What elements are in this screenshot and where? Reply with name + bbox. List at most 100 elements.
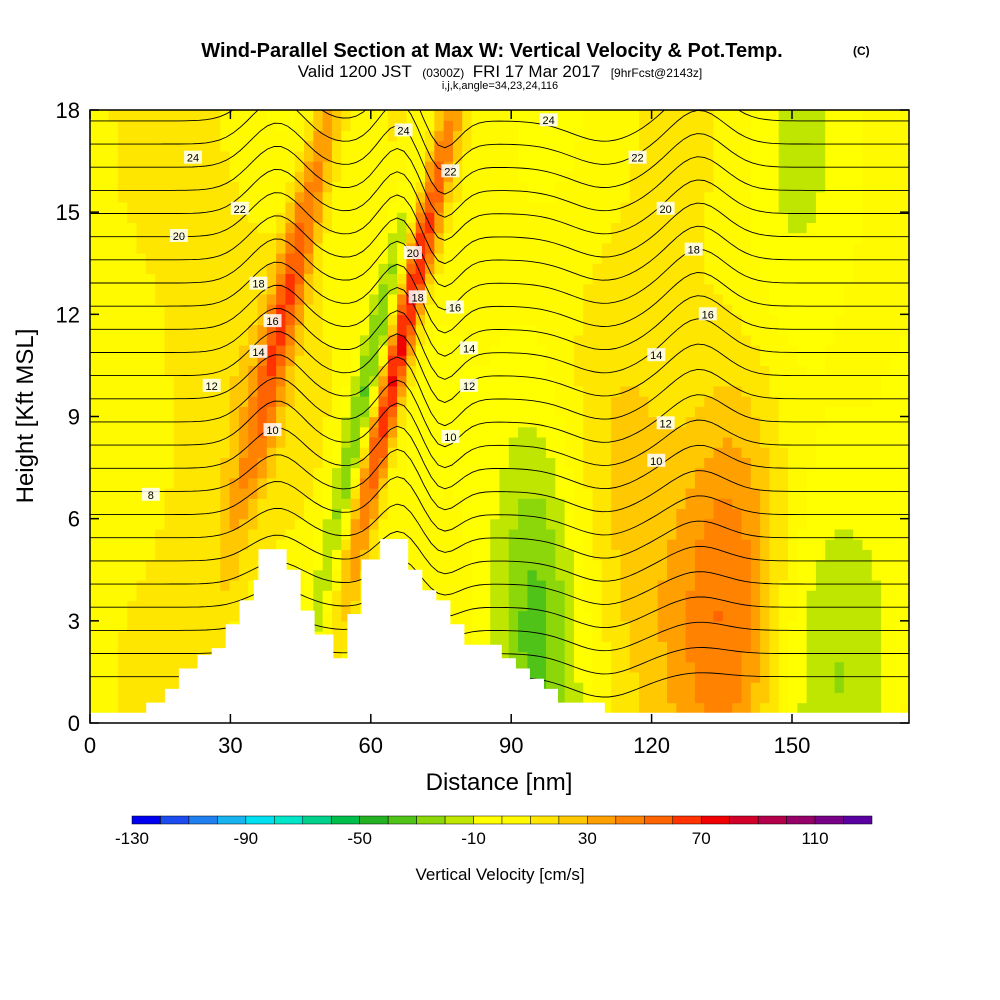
velocity-cell bbox=[555, 334, 566, 346]
velocity-cell bbox=[257, 477, 268, 489]
velocity-cell bbox=[834, 671, 845, 683]
velocity-cell bbox=[722, 365, 733, 377]
velocity-cell bbox=[257, 140, 268, 152]
velocity-cell bbox=[331, 579, 342, 591]
velocity-cell bbox=[155, 641, 166, 653]
velocity-cell bbox=[797, 426, 808, 438]
velocity-cell bbox=[620, 488, 631, 499]
velocity-cell bbox=[546, 620, 556, 632]
velocity-cell bbox=[676, 273, 687, 285]
velocity-cell bbox=[704, 355, 715, 367]
velocity-cell bbox=[713, 140, 724, 152]
velocity-cell bbox=[760, 590, 770, 601]
velocity-cell bbox=[639, 559, 650, 571]
velocity-cell bbox=[508, 120, 519, 132]
velocity-cell bbox=[713, 661, 724, 673]
velocity-cell bbox=[592, 457, 603, 469]
velocity-cell bbox=[546, 416, 556, 428]
velocity-cell bbox=[257, 304, 268, 315]
velocity-cell bbox=[536, 641, 547, 653]
velocity-cell bbox=[331, 447, 342, 458]
velocity-cell bbox=[648, 324, 659, 336]
velocity-cell bbox=[452, 559, 463, 571]
velocity-cell bbox=[220, 620, 231, 632]
velocity-cell bbox=[127, 283, 138, 295]
velocity-cell bbox=[518, 110, 529, 121]
velocity-cell bbox=[480, 212, 491, 223]
velocity-cell bbox=[192, 253, 203, 264]
velocity-cell bbox=[853, 120, 864, 132]
velocity-cell bbox=[853, 191, 864, 203]
velocity-cell bbox=[676, 314, 687, 326]
velocity-cell bbox=[667, 590, 677, 601]
velocity-cell bbox=[750, 549, 761, 561]
velocity-cell bbox=[760, 304, 770, 315]
velocity-cell bbox=[834, 242, 845, 254]
velocity-cell bbox=[322, 457, 333, 469]
velocity-cell bbox=[555, 365, 566, 377]
velocity-cell bbox=[434, 293, 445, 305]
velocity-cell bbox=[397, 181, 408, 193]
velocity-cell bbox=[741, 242, 752, 254]
velocity-cell bbox=[583, 171, 594, 183]
velocity-cell bbox=[518, 293, 529, 305]
velocity-cell bbox=[220, 150, 231, 162]
velocity-cell bbox=[480, 355, 491, 367]
velocity-cell bbox=[760, 661, 770, 673]
velocity-cell bbox=[350, 293, 361, 305]
velocity-cell bbox=[145, 396, 156, 407]
velocity-cell bbox=[248, 191, 259, 203]
velocity-cell bbox=[294, 120, 305, 132]
velocity-cell bbox=[313, 569, 324, 581]
velocity-cell bbox=[359, 457, 370, 469]
velocity-cell bbox=[397, 498, 408, 510]
velocity-cell bbox=[304, 539, 314, 550]
velocity-cell bbox=[620, 201, 631, 213]
velocity-cell bbox=[769, 150, 780, 162]
velocity-cell bbox=[508, 467, 519, 479]
velocity-cell bbox=[620, 140, 631, 152]
velocity-cell bbox=[117, 293, 128, 305]
velocity-cell bbox=[583, 293, 594, 305]
velocity-cell bbox=[192, 120, 203, 132]
velocity-cell bbox=[220, 110, 231, 121]
velocity-cell bbox=[276, 467, 287, 479]
velocity-cell bbox=[322, 436, 333, 448]
velocity-cell bbox=[760, 610, 770, 622]
velocity-cell bbox=[136, 579, 147, 591]
velocity-cell bbox=[313, 365, 324, 377]
velocity-cell bbox=[322, 488, 333, 499]
velocity-cell bbox=[657, 140, 668, 152]
velocity-cell bbox=[425, 477, 435, 489]
velocity-cell bbox=[694, 222, 705, 234]
velocity-cell bbox=[648, 314, 659, 326]
velocity-cell bbox=[164, 406, 175, 418]
velocity-cell bbox=[164, 498, 175, 510]
velocity-cell bbox=[732, 150, 743, 162]
velocity-cell bbox=[760, 355, 770, 367]
velocity-cell bbox=[378, 355, 389, 367]
velocity-cell bbox=[108, 385, 119, 397]
velocity-cell bbox=[853, 631, 864, 642]
velocity-cell bbox=[611, 253, 622, 264]
velocity-cell bbox=[490, 569, 501, 581]
velocity-cell bbox=[341, 314, 352, 326]
velocity-cell bbox=[480, 304, 491, 315]
velocity-cell bbox=[164, 191, 175, 203]
velocity-cell bbox=[266, 406, 277, 418]
velocity-cell bbox=[657, 171, 668, 183]
velocity-cell bbox=[834, 692, 845, 704]
velocity-cell bbox=[90, 488, 100, 499]
velocity-cell bbox=[480, 579, 491, 591]
velocity-cell bbox=[592, 263, 603, 275]
velocity-cell bbox=[266, 355, 277, 367]
velocity-cell bbox=[704, 201, 715, 213]
velocity-cell bbox=[117, 671, 128, 683]
velocity-cell bbox=[99, 304, 110, 315]
velocity-cell bbox=[750, 365, 761, 377]
velocity-cell bbox=[546, 457, 556, 469]
velocity-cell bbox=[797, 385, 808, 397]
velocity-cell bbox=[750, 253, 761, 264]
velocity-cell bbox=[220, 161, 231, 172]
velocity-cell bbox=[788, 242, 798, 254]
